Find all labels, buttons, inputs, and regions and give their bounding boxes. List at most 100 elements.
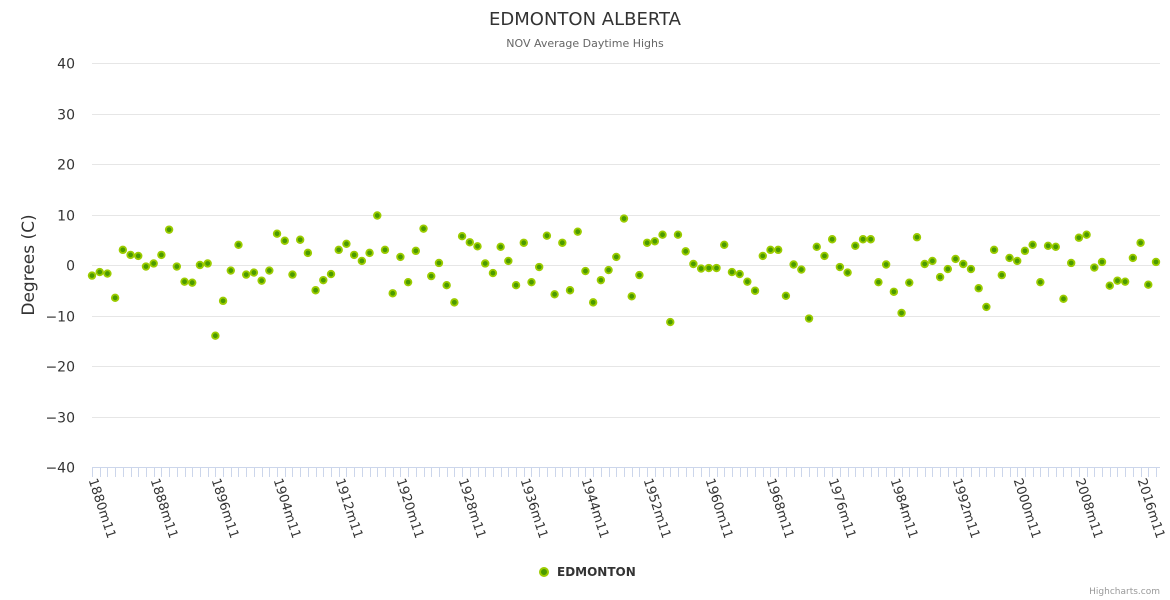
data-point[interactable] bbox=[450, 298, 459, 307]
data-point[interactable] bbox=[619, 214, 629, 223]
data-point[interactable] bbox=[650, 237, 660, 246]
data-point[interactable] bbox=[457, 232, 467, 241]
data-point[interactable] bbox=[704, 263, 714, 273]
data-point[interactable] bbox=[804, 314, 814, 323]
data-point[interactable] bbox=[172, 262, 182, 271]
data-point[interactable] bbox=[928, 256, 937, 266]
data-point[interactable] bbox=[820, 251, 829, 261]
data-point[interactable] bbox=[1097, 257, 1107, 267]
data-point[interactable] bbox=[951, 254, 960, 264]
data-point[interactable] bbox=[427, 271, 436, 281]
data-point[interactable] bbox=[781, 291, 791, 301]
data-point[interactable] bbox=[265, 266, 274, 275]
data-point[interactable] bbox=[195, 260, 205, 270]
data-point[interactable] bbox=[966, 264, 976, 274]
data-point[interactable] bbox=[997, 270, 1006, 280]
data-point[interactable] bbox=[720, 240, 729, 249]
data-point[interactable] bbox=[157, 250, 166, 260]
data-point[interactable] bbox=[434, 258, 444, 268]
data-point[interactable] bbox=[897, 308, 906, 318]
data-point[interactable] bbox=[1036, 277, 1045, 287]
data-point[interactable] bbox=[95, 267, 104, 277]
data-point[interactable] bbox=[110, 293, 120, 303]
data-point[interactable] bbox=[280, 236, 289, 245]
data-point[interactable] bbox=[935, 272, 945, 282]
data-point[interactable] bbox=[642, 238, 652, 247]
data-point[interactable] bbox=[527, 277, 536, 287]
data-point[interactable] bbox=[311, 286, 320, 295]
data-point[interactable] bbox=[604, 265, 613, 275]
data-point[interactable] bbox=[257, 276, 266, 285]
data-point[interactable] bbox=[211, 331, 220, 340]
data-point[interactable] bbox=[272, 229, 282, 238]
data-point[interactable] bbox=[288, 270, 297, 279]
data-point[interactable] bbox=[1051, 242, 1060, 252]
data-point[interactable] bbox=[134, 251, 143, 261]
data-point[interactable] bbox=[519, 238, 528, 247]
data-point[interactable] bbox=[1105, 281, 1114, 290]
data-point[interactable] bbox=[465, 238, 474, 247]
data-point[interactable] bbox=[735, 269, 744, 279]
data-point[interactable] bbox=[1028, 240, 1037, 249]
data-point[interactable] bbox=[550, 290, 559, 299]
data-point[interactable] bbox=[388, 289, 397, 298]
data-point[interactable] bbox=[827, 235, 837, 244]
data-point[interactable] bbox=[696, 264, 706, 273]
data-point[interactable] bbox=[1074, 233, 1084, 242]
data-point[interactable] bbox=[673, 230, 683, 239]
data-point[interactable] bbox=[797, 265, 806, 274]
data-point[interactable] bbox=[982, 302, 991, 312]
data-point[interactable] bbox=[326, 269, 336, 279]
data-point[interactable] bbox=[627, 292, 636, 301]
data-point[interactable] bbox=[774, 245, 783, 255]
data-point[interactable] bbox=[1120, 277, 1130, 286]
data-point[interactable] bbox=[481, 259, 490, 268]
data-point[interactable] bbox=[588, 298, 598, 307]
data-point[interactable] bbox=[403, 277, 413, 287]
data-point[interactable] bbox=[118, 245, 128, 255]
data-point[interactable] bbox=[342, 239, 351, 248]
data-point[interactable] bbox=[473, 242, 482, 251]
data-point[interactable] bbox=[411, 246, 421, 256]
data-point[interactable] bbox=[658, 230, 667, 239]
data-point[interactable] bbox=[666, 317, 675, 327]
data-point[interactable] bbox=[103, 269, 112, 278]
data-point[interactable] bbox=[511, 281, 521, 290]
data-point[interactable] bbox=[1151, 257, 1161, 267]
data-point[interactable] bbox=[504, 256, 513, 266]
data-point[interactable] bbox=[419, 224, 428, 233]
data-point[interactable] bbox=[226, 266, 235, 275]
data-point[interactable] bbox=[558, 238, 567, 247]
data-point[interactable] bbox=[689, 259, 698, 269]
data-point[interactable] bbox=[920, 259, 929, 269]
data-point[interactable] bbox=[496, 242, 505, 252]
data-point[interactable] bbox=[758, 251, 767, 261]
data-point[interactable] bbox=[357, 256, 367, 266]
data-point[interactable] bbox=[874, 277, 883, 287]
data-point[interactable] bbox=[303, 248, 313, 258]
data-point[interactable] bbox=[835, 262, 845, 272]
data-point[interactable] bbox=[373, 211, 382, 220]
data-point[interactable] bbox=[488, 268, 498, 278]
data-point[interactable] bbox=[126, 250, 135, 260]
data-point[interactable] bbox=[396, 252, 405, 262]
data-point[interactable] bbox=[565, 286, 575, 295]
data-point[interactable] bbox=[573, 227, 582, 236]
data-point[interactable] bbox=[1013, 256, 1022, 266]
data-point[interactable] bbox=[866, 235, 875, 244]
data-point[interactable] bbox=[349, 250, 359, 260]
data-point[interactable] bbox=[974, 284, 983, 293]
data-point[interactable] bbox=[334, 245, 343, 255]
data-point[interactable] bbox=[881, 260, 891, 269]
data-point[interactable] bbox=[242, 270, 251, 279]
data-point[interactable] bbox=[234, 240, 243, 249]
data-point[interactable] bbox=[218, 296, 228, 306]
data-point[interactable] bbox=[180, 277, 189, 286]
data-point[interactable] bbox=[943, 264, 953, 274]
data-point[interactable] bbox=[596, 275, 606, 285]
data-point[interactable] bbox=[635, 270, 644, 280]
data-point[interactable] bbox=[727, 267, 737, 277]
data-point[interactable] bbox=[581, 266, 590, 276]
data-point[interactable] bbox=[989, 245, 999, 255]
data-point[interactable] bbox=[750, 286, 760, 295]
